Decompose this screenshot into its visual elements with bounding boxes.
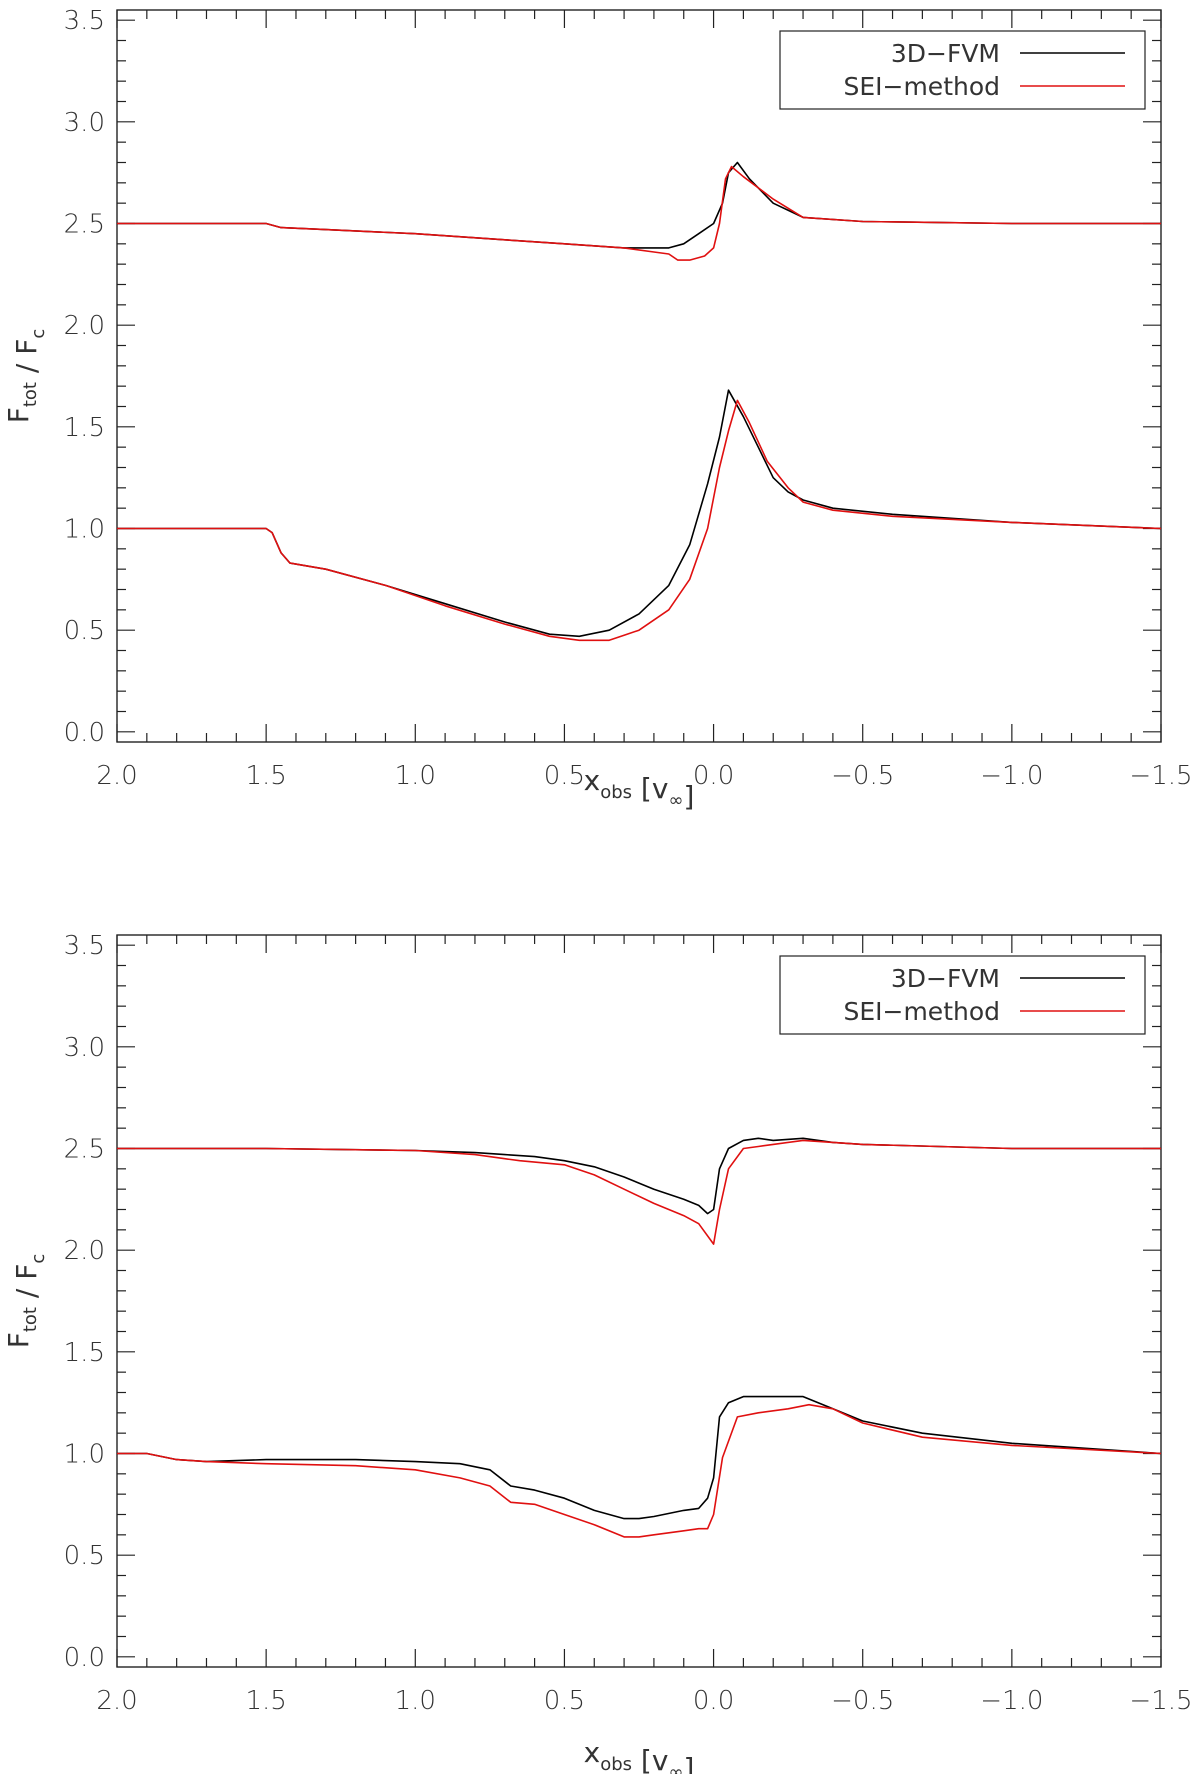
y-tick-label: 1.0 — [64, 1440, 105, 1470]
legend-label: 3D−FVM — [891, 39, 1000, 68]
chart-panel-bottom: 2.0 1.5 1.0 0.5 0.0 −0.5 −1.0 −1.5 0.0 0.5 1.0 1.5 2… — [2, 931, 1193, 1774]
x-tick-label: 1.0 — [395, 761, 436, 791]
y-tick-label: 3.0 — [64, 1033, 105, 1063]
y-tick-label: 0.5 — [64, 616, 105, 646]
x-axis-label: xobs [v∞] — [584, 1736, 695, 1774]
legend-box — [779, 955, 1146, 1035]
x-tick-label: 2.0 — [96, 761, 137, 791]
series-line-fvm-0 — [117, 1137, 1161, 1215]
x-tick-label: 1.5 — [245, 761, 286, 791]
x-tick-label: −0.5 — [831, 1686, 894, 1716]
plot-frame — [116, 9, 1162, 743]
y-axis-label: Ftot / Fc — [2, 329, 49, 424]
chart-panel-top: 2.0 1.5 1.0 0.5 0.0 −0.5 −1.0 −1.5 0.0 0.5 1.0 1.5 2… — [2, 6, 1193, 813]
series-line-fvm-0 — [117, 161, 1161, 249]
legend: 3D−FVM SEI−method — [779, 30, 1146, 110]
legend-label: 3D−FVM — [891, 964, 1000, 993]
x-tick-label: −0.5 — [831, 761, 894, 791]
series-line-sei-3 — [117, 399, 1161, 642]
x-tick-label: 2.0 — [96, 1686, 137, 1716]
x-tick-label: −1.5 — [1129, 1686, 1192, 1716]
series-line-fvm-2 — [117, 389, 1161, 638]
x-tick-label: 1.0 — [395, 1686, 436, 1716]
legend-label: SEI−method — [843, 72, 1000, 101]
plot-frame — [116, 934, 1162, 1668]
y-tick-label: 3.5 — [64, 931, 105, 961]
x-tick-label: 1.5 — [245, 1686, 286, 1716]
x-tick-label: −1.0 — [980, 1686, 1043, 1716]
y-tick-label: 0.0 — [64, 718, 105, 748]
y-tick-label: 1.0 — [64, 515, 105, 545]
series-line-sei-1 — [117, 1139, 1161, 1245]
series-line-fvm-2 — [117, 1395, 1161, 1520]
y-tick-label: 2.5 — [64, 210, 105, 240]
y-tick-label: 0.5 — [64, 1541, 105, 1571]
series-line-sei-3 — [117, 1403, 1161, 1538]
legend-label: SEI−method — [843, 997, 1000, 1026]
y-tick-label: 1.5 — [64, 1338, 105, 1368]
y-tick-label: 2.0 — [64, 311, 105, 341]
x-tick-label: 0.0 — [693, 761, 734, 791]
x-axis-label: xobs [v∞] — [584, 764, 695, 813]
legend-box — [779, 30, 1146, 110]
y-tick-label: 2.0 — [64, 1236, 105, 1266]
y-tick-label: 3.0 — [64, 108, 105, 138]
y-tick-label: 1.5 — [64, 413, 105, 443]
legend: 3D−FVM SEI−method — [779, 955, 1146, 1035]
x-tick-label: 0.5 — [544, 761, 585, 791]
series-line-sei-1 — [117, 165, 1161, 261]
y-tick-label: 3.5 — [64, 6, 105, 36]
y-tick-label: 2.5 — [64, 1135, 105, 1165]
x-tick-label: 0.5 — [544, 1686, 585, 1716]
y-tick-label: 0.0 — [64, 1643, 105, 1673]
x-tick-label: 0.0 — [693, 1686, 734, 1716]
x-tick-label: −1.0 — [980, 761, 1043, 791]
x-tick-label: −1.5 — [1129, 761, 1192, 791]
y-axis-label: Ftot / Fc — [2, 1254, 49, 1349]
